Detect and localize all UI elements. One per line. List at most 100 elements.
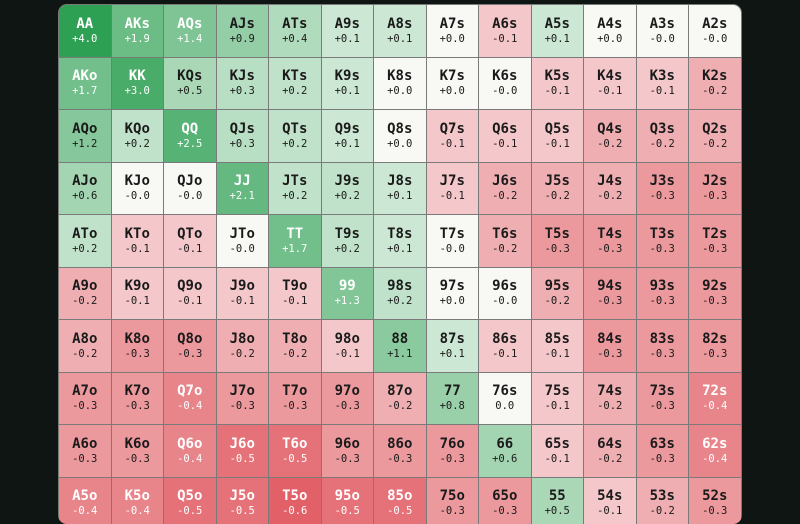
hand-cell-93s[interactable]: 93s-0.3 bbox=[637, 268, 689, 320]
hand-cell-kqs[interactable]: KQs+0.5 bbox=[164, 58, 216, 110]
hand-cell-k6s[interactable]: K6s-0.0 bbox=[479, 58, 531, 110]
hand-cell-t6o[interactable]: T6o-0.5 bbox=[269, 425, 321, 477]
hand-cell-a2s[interactable]: A2s-0.0 bbox=[689, 5, 741, 57]
hand-cell-q9o[interactable]: Q9o-0.1 bbox=[164, 268, 216, 320]
hand-cell-ats[interactable]: ATs+0.4 bbox=[269, 5, 321, 57]
hand-cell-a8o[interactable]: A8o-0.2 bbox=[59, 320, 111, 372]
hand-cell-a7s[interactable]: A7s+0.0 bbox=[427, 5, 479, 57]
hand-cell-75o[interactable]: 75o-0.3 bbox=[427, 478, 479, 524]
hand-cell-q3s[interactable]: Q3s-0.2 bbox=[637, 110, 689, 162]
hand-cell-t7o[interactable]: T7o-0.3 bbox=[269, 373, 321, 425]
hand-cell-95o[interactable]: 95o-0.5 bbox=[322, 478, 374, 524]
hand-cell-64s[interactable]: 64s-0.2 bbox=[584, 425, 636, 477]
hand-cell-k9s[interactable]: K9s+0.1 bbox=[322, 58, 374, 110]
hand-cell-a3s[interactable]: A3s-0.0 bbox=[637, 5, 689, 57]
hand-cell-k5o[interactable]: K5o-0.4 bbox=[112, 478, 164, 524]
hand-cell-q8o[interactable]: Q8o-0.3 bbox=[164, 320, 216, 372]
hand-cell-a5s[interactable]: A5s+0.1 bbox=[532, 5, 584, 57]
hand-cell-96s[interactable]: 96s-0.0 bbox=[479, 268, 531, 320]
hand-cell-a6s[interactable]: A6s-0.1 bbox=[479, 5, 531, 57]
hand-cell-k2s[interactable]: K2s-0.2 bbox=[689, 58, 741, 110]
hand-cell-92s[interactable]: 92s-0.3 bbox=[689, 268, 741, 320]
hand-cell-q2s[interactable]: Q2s-0.2 bbox=[689, 110, 741, 162]
hand-cell-q7s[interactable]: Q7s-0.1 bbox=[427, 110, 479, 162]
hand-cell-72s[interactable]: 72s-0.4 bbox=[689, 373, 741, 425]
hand-cell-j8o[interactable]: J8o-0.2 bbox=[217, 320, 269, 372]
hand-cell-j6o[interactable]: J6o-0.5 bbox=[217, 425, 269, 477]
hand-cell-jts[interactable]: JTs+0.2 bbox=[269, 163, 321, 215]
hand-cell-q9s[interactable]: Q9s+0.1 bbox=[322, 110, 374, 162]
hand-cell-t4s[interactable]: T4s-0.3 bbox=[584, 215, 636, 267]
hand-cell-86s[interactable]: 86s-0.1 bbox=[479, 320, 531, 372]
hand-cell-aqo[interactable]: AQo+1.2 bbox=[59, 110, 111, 162]
hand-cell-85s[interactable]: 85s-0.1 bbox=[532, 320, 584, 372]
hand-cell-99[interactable]: 99+1.3 bbox=[322, 268, 374, 320]
hand-cell-65o[interactable]: 65o-0.3 bbox=[479, 478, 531, 524]
hand-cell-98s[interactable]: 98s+0.2 bbox=[374, 268, 426, 320]
hand-cell-k4s[interactable]: K4s-0.1 bbox=[584, 58, 636, 110]
hand-cell-k5s[interactable]: K5s-0.1 bbox=[532, 58, 584, 110]
hand-cell-j9o[interactable]: J9o-0.1 bbox=[217, 268, 269, 320]
hand-cell-t5o[interactable]: T5o-0.6 bbox=[269, 478, 321, 524]
hand-cell-j8s[interactable]: J8s+0.1 bbox=[374, 163, 426, 215]
hand-cell-t8s[interactable]: T8s+0.1 bbox=[374, 215, 426, 267]
hand-cell-87s[interactable]: 87s+0.1 bbox=[427, 320, 479, 372]
hand-cell-ato[interactable]: ATo+0.2 bbox=[59, 215, 111, 267]
hand-cell-a9o[interactable]: A9o-0.2 bbox=[59, 268, 111, 320]
hand-cell-k8s[interactable]: K8s+0.0 bbox=[374, 58, 426, 110]
hand-cell-95s[interactable]: 95s-0.2 bbox=[532, 268, 584, 320]
hand-cell-94s[interactable]: 94s-0.3 bbox=[584, 268, 636, 320]
hand-cell-kjs[interactable]: KJs+0.3 bbox=[217, 58, 269, 110]
hand-cell-t2s[interactable]: T2s-0.3 bbox=[689, 215, 741, 267]
hand-cell-qjs[interactable]: QJs+0.3 bbox=[217, 110, 269, 162]
hand-cell-a5o[interactable]: A5o-0.4 bbox=[59, 478, 111, 524]
hand-cell-t3s[interactable]: T3s-0.3 bbox=[637, 215, 689, 267]
hand-cell-jj[interactable]: JJ+2.1 bbox=[217, 163, 269, 215]
hand-cell-tt[interactable]: TT+1.7 bbox=[269, 215, 321, 267]
hand-cell-53s[interactable]: 53s-0.2 bbox=[637, 478, 689, 524]
hand-cell-k9o[interactable]: K9o-0.1 bbox=[112, 268, 164, 320]
hand-cell-66[interactable]: 66+0.6 bbox=[479, 425, 531, 477]
hand-cell-kto[interactable]: KTo-0.1 bbox=[112, 215, 164, 267]
hand-cell-55[interactable]: 55+0.5 bbox=[532, 478, 584, 524]
hand-cell-k3s[interactable]: K3s-0.1 bbox=[637, 58, 689, 110]
hand-cell-q6o[interactable]: Q6o-0.4 bbox=[164, 425, 216, 477]
hand-cell-73s[interactable]: 73s-0.3 bbox=[637, 373, 689, 425]
hand-cell-t8o[interactable]: T8o-0.2 bbox=[269, 320, 321, 372]
hand-cell-a8s[interactable]: A8s+0.1 bbox=[374, 5, 426, 57]
hand-cell-q6s[interactable]: Q6s-0.1 bbox=[479, 110, 531, 162]
hand-cell-j7o[interactable]: J7o-0.3 bbox=[217, 373, 269, 425]
hand-cell-q5s[interactable]: Q5s-0.1 bbox=[532, 110, 584, 162]
hand-cell-87o[interactable]: 87o-0.2 bbox=[374, 373, 426, 425]
hand-cell-ako[interactable]: AKo+1.7 bbox=[59, 58, 111, 110]
hand-cell-q7o[interactable]: Q7o-0.4 bbox=[164, 373, 216, 425]
hand-cell-a7o[interactable]: A7o-0.3 bbox=[59, 373, 111, 425]
hand-cell-t7s[interactable]: T7s-0.0 bbox=[427, 215, 479, 267]
hand-cell-ajs[interactable]: AJs+0.9 bbox=[217, 5, 269, 57]
hand-cell-aa[interactable]: AA+4.0 bbox=[59, 5, 111, 57]
hand-cell-82s[interactable]: 82s-0.3 bbox=[689, 320, 741, 372]
hand-cell-k7o[interactable]: K7o-0.3 bbox=[112, 373, 164, 425]
hand-cell-74s[interactable]: 74s-0.2 bbox=[584, 373, 636, 425]
hand-cell-k8o[interactable]: K8o-0.3 bbox=[112, 320, 164, 372]
hand-cell-97s[interactable]: 97s+0.0 bbox=[427, 268, 479, 320]
hand-cell-t6s[interactable]: T6s-0.2 bbox=[479, 215, 531, 267]
hand-cell-q4s[interactable]: Q4s-0.2 bbox=[584, 110, 636, 162]
hand-cell-j5o[interactable]: J5o-0.5 bbox=[217, 478, 269, 524]
hand-cell-a9s[interactable]: A9s+0.1 bbox=[322, 5, 374, 57]
hand-cell-52s[interactable]: 52s-0.3 bbox=[689, 478, 741, 524]
hand-cell-a4s[interactable]: A4s+0.0 bbox=[584, 5, 636, 57]
hand-cell-kk[interactable]: KK+3.0 bbox=[112, 58, 164, 110]
hand-cell-63s[interactable]: 63s-0.3 bbox=[637, 425, 689, 477]
hand-cell-97o[interactable]: 97o-0.3 bbox=[322, 373, 374, 425]
hand-cell-ajo[interactable]: AJo+0.6 bbox=[59, 163, 111, 215]
hand-cell-k7s[interactable]: K7s+0.0 bbox=[427, 58, 479, 110]
hand-cell-86o[interactable]: 86o-0.3 bbox=[374, 425, 426, 477]
hand-cell-aks[interactable]: AKs+1.9 bbox=[112, 5, 164, 57]
hand-cell-q8s[interactable]: Q8s+0.0 bbox=[374, 110, 426, 162]
hand-cell-84s[interactable]: 84s-0.3 bbox=[584, 320, 636, 372]
hand-cell-kjo[interactable]: KJo-0.0 bbox=[112, 163, 164, 215]
hand-cell-65s[interactable]: 65s-0.1 bbox=[532, 425, 584, 477]
hand-cell-83s[interactable]: 83s-0.3 bbox=[637, 320, 689, 372]
hand-cell-j6s[interactable]: J6s-0.2 bbox=[479, 163, 531, 215]
